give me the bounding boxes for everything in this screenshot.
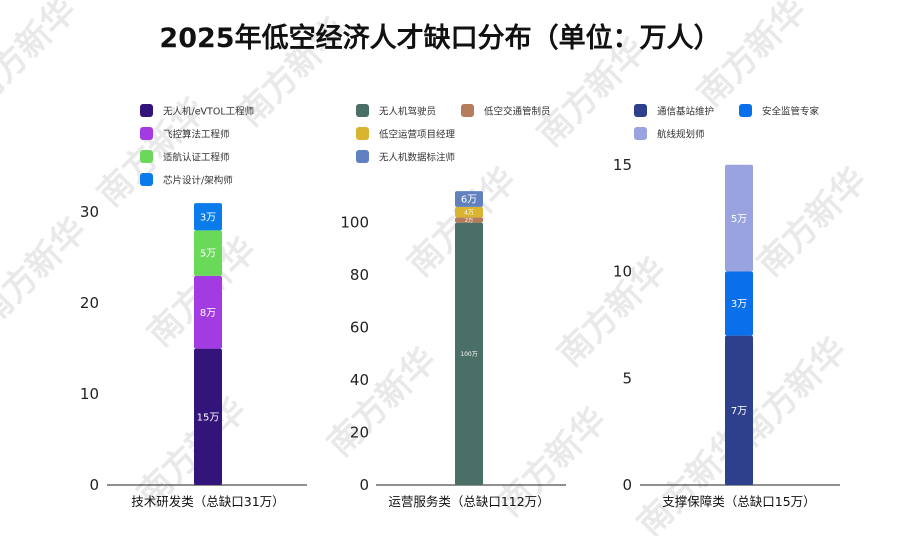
bar-segment (455, 206, 483, 218)
watermark-text: 南方新华 (690, 0, 814, 114)
data-label: 5万 (200, 249, 216, 260)
legend-entry: 芯片设计/架构师 (163, 175, 233, 187)
data-label: 15万 (197, 412, 220, 423)
legend-entry: 通信基站维护 (657, 106, 714, 118)
legend-swatch (140, 104, 153, 117)
y-tick-label: 0 (622, 476, 632, 494)
chart-panel-1: 0 10 20 30 技术研发类（总缺口31万） 15万 8万 5万 3万 无人机/eVTOL工程… (80, 104, 307, 509)
legend-swatch (356, 104, 369, 117)
data-label: 2万 (465, 218, 473, 224)
y-tick-label: 10 (80, 385, 99, 403)
watermark-text: 南方新华 (750, 160, 874, 284)
legend-swatch (461, 104, 474, 117)
legend-entry: 无人机/eVTOL工程师 (163, 106, 254, 118)
legend-swatch (356, 127, 369, 140)
y-tick-label: 0 (89, 476, 99, 494)
x-category-label: 运营服务类（总缺口112万） (388, 494, 549, 509)
y-tick-label: 0 (359, 476, 369, 494)
legend-entry: 航线规划师 (657, 129, 705, 141)
data-label: 7万 (731, 406, 747, 417)
legend-swatch (140, 173, 153, 186)
y-tick-label: 80 (350, 266, 369, 284)
legend-entry: 低空运营项目经理 (379, 129, 456, 141)
bar-segment (194, 203, 222, 231)
legend-entry: 飞控算法工程师 (163, 129, 230, 141)
y-tick-label: 20 (350, 424, 369, 442)
legend-entry: 低空交通管制员 (484, 106, 551, 118)
legend-swatch (356, 150, 369, 163)
chart-panel-2: 0 20 40 60 80 100 运营服务类（总缺口112万） 100万 2万 4万 6万 无人机驾… (340, 104, 566, 509)
legend-swatch (634, 127, 647, 140)
data-label: 6万 (461, 195, 477, 206)
legend-swatch (634, 104, 647, 117)
y-tick-label: 20 (80, 294, 99, 312)
data-label: 5万 (731, 214, 747, 225)
data-label: 100万 (460, 351, 477, 358)
y-tick-label: 15 (613, 156, 632, 174)
watermark-text: 南方新华 (320, 340, 444, 464)
watermark-text: 南方新华 (0, 210, 94, 334)
bar-segment (725, 335, 753, 485)
legend-entry: 无人机数据标注师 (379, 152, 455, 164)
bar-segment (455, 222, 483, 485)
y-tick-label: 5 (622, 369, 632, 387)
y-tick-label: 60 (350, 319, 369, 337)
legend-swatch (140, 127, 153, 140)
data-label: 3万 (731, 299, 747, 310)
bar-segment (194, 230, 222, 276)
bar-segment (725, 164, 753, 272)
bar-segment (455, 217, 483, 223)
y-tick-label: 100 (340, 214, 369, 232)
legend-entry: 无人机驾驶员 (379, 106, 436, 118)
legend-swatch (739, 104, 752, 117)
legend-entry: 安全监管专家 (762, 106, 820, 118)
y-tick-label: 10 (613, 263, 632, 281)
chart-title: 2025年低空经济人才缺口分布（单位：万人） (159, 22, 720, 54)
bar-segment (194, 348, 222, 485)
bar-segment (455, 191, 483, 207)
legend-entry: 适航认证工程师 (163, 152, 230, 164)
x-category-label: 技术研发类（总缺口31万） (131, 494, 284, 509)
data-label: 8万 (200, 308, 216, 319)
bar-segment (194, 275, 222, 349)
bar-segment (725, 271, 753, 336)
y-tick-label: 30 (80, 203, 99, 221)
legend-swatch (140, 150, 153, 163)
chart-panels: 0 10 20 30 技术研发类（总缺口31万） 15万 8万 5万 3万 无人机/eVTOL工程… (80, 104, 840, 509)
x-category-label: 支撑保障类（总缺口15万） (662, 494, 815, 509)
watermark-text: 南方新华 (0, 0, 84, 114)
y-tick-label: 40 (350, 371, 369, 389)
data-label: 4万 (464, 209, 474, 216)
data-label: 3万 (200, 212, 216, 223)
